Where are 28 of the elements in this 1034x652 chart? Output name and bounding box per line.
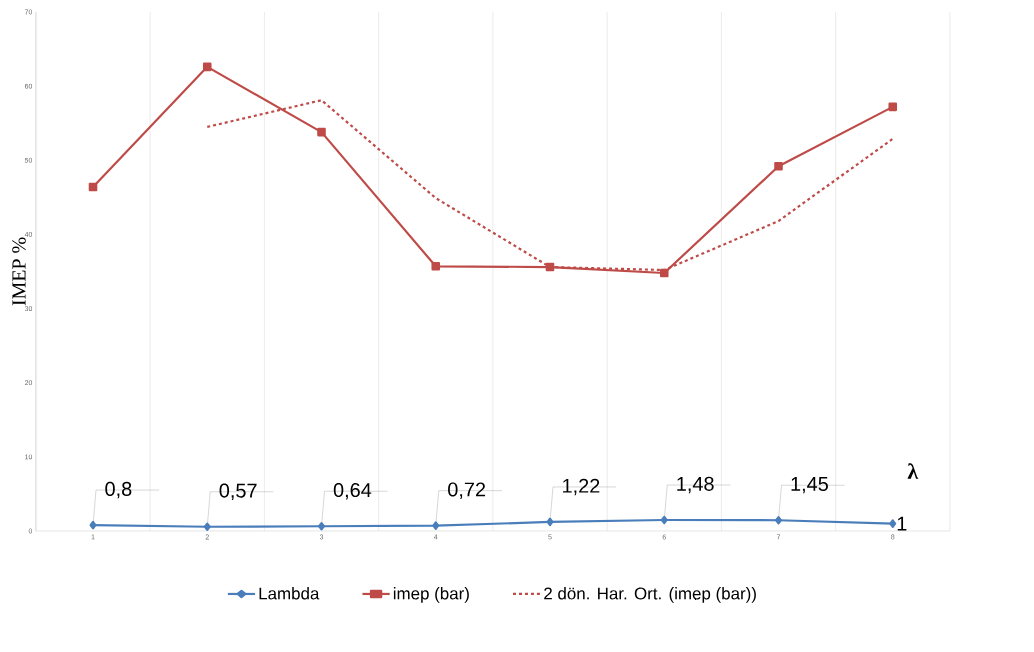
legend-label: Lambda	[259, 587, 320, 600]
point	[660, 515, 668, 525]
data-label: 0,8	[105, 481, 132, 499]
legend-label: 2 dön. Har. Ort. (imep (bar))	[544, 587, 756, 603]
data-label: 0,57	[219, 483, 257, 500]
data-label: 0,72	[448, 482, 486, 499]
point	[775, 515, 782, 525]
point	[318, 521, 325, 531]
point	[545, 262, 555, 272]
point	[659, 268, 669, 278]
y-axis-title: IMEP %	[12, 237, 26, 306]
data-label: 1,22	[563, 478, 600, 496]
point	[88, 182, 98, 192]
legend-label: imep (bar)	[393, 587, 469, 603]
point	[431, 262, 441, 271]
data-label: 1,45	[791, 477, 828, 494]
annotation: λ	[907, 463, 919, 479]
data-label: 0,64	[333, 483, 372, 500]
point	[89, 520, 97, 530]
point	[888, 102, 898, 112]
point	[317, 127, 326, 137]
point	[203, 522, 211, 532]
point	[546, 517, 554, 527]
data-label: 1,48	[677, 476, 714, 494]
point	[889, 519, 897, 528]
point	[774, 161, 783, 171]
point	[432, 521, 440, 530]
point	[202, 62, 212, 72]
